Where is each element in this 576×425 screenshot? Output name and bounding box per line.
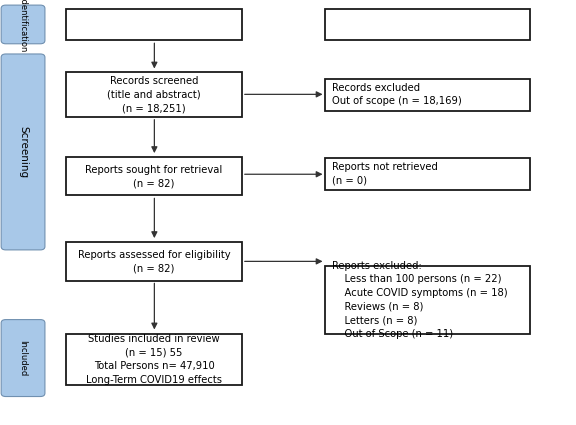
Text: Included: Included xyxy=(18,340,28,376)
FancyBboxPatch shape xyxy=(66,157,242,196)
FancyBboxPatch shape xyxy=(1,54,45,250)
Text: Reports assessed for eligibility
(n = 82): Reports assessed for eligibility (n = 82… xyxy=(78,249,230,273)
FancyBboxPatch shape xyxy=(325,79,530,110)
Text: Records excluded
Out of scope (n = 18,169): Records excluded Out of scope (n = 18,16… xyxy=(332,83,462,106)
FancyBboxPatch shape xyxy=(325,8,530,40)
Text: Records screened
(title and abstract)
(n = 18,251): Records screened (title and abstract) (n… xyxy=(107,76,201,113)
Text: Reports not retrieved
(n = 0): Reports not retrieved (n = 0) xyxy=(332,162,438,186)
FancyBboxPatch shape xyxy=(325,266,530,334)
FancyBboxPatch shape xyxy=(66,72,242,117)
Text: Studies included in review
(n = 15) 55
Total Persons n= 47,910
Long-Term COVID19: Studies included in review (n = 15) 55 T… xyxy=(86,334,222,385)
FancyBboxPatch shape xyxy=(66,334,242,385)
Text: Reports excluded:
    Less than 100 persons (n = 22)
    Acute COVID symptoms (n: Reports excluded: Less than 100 persons … xyxy=(332,261,508,339)
FancyBboxPatch shape xyxy=(1,320,45,397)
Text: Reports sought for retrieval
(n = 82): Reports sought for retrieval (n = 82) xyxy=(85,164,223,188)
FancyBboxPatch shape xyxy=(325,158,530,190)
FancyBboxPatch shape xyxy=(1,5,45,44)
FancyBboxPatch shape xyxy=(66,8,242,40)
FancyBboxPatch shape xyxy=(66,242,242,280)
Text: Screening: Screening xyxy=(18,126,28,178)
Text: Identification: Identification xyxy=(18,0,28,52)
